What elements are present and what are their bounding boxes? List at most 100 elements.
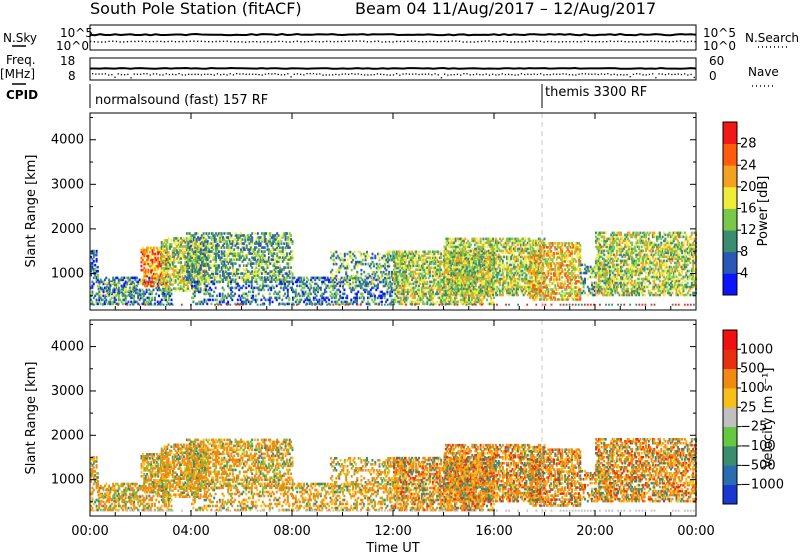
power-echo: [326, 278, 329, 282]
power-echo: [268, 296, 271, 300]
power-echo: [105, 293, 108, 297]
power-echo: [436, 272, 439, 276]
power-echo: [191, 286, 193, 290]
nave-point: [140, 73, 142, 75]
power-echo: [231, 268, 234, 271]
power-echo: [492, 237, 495, 241]
power-echo: [163, 251, 166, 254]
power-echo: [223, 254, 226, 257]
power-echo: [164, 251, 167, 254]
power-echo: [173, 239, 176, 242]
power-echo: [336, 288, 339, 292]
power-echo: [162, 280, 165, 284]
power-echo: [235, 272, 238, 275]
power-echo: [211, 298, 214, 302]
power-echo: [228, 286, 231, 290]
power-echo: [227, 268, 230, 271]
power-echo: [231, 298, 234, 302]
power-echo: [220, 238, 223, 241]
power-echo: [443, 271, 446, 275]
power-echo: [139, 289, 142, 293]
power-echo: [288, 252, 291, 255]
power-echo: [378, 262, 381, 266]
power-echo: [402, 266, 405, 270]
power-echo: [160, 241, 163, 244]
power-echo: [182, 239, 185, 242]
power-echo: [293, 290, 296, 294]
power-echo: [271, 300, 274, 304]
power-echo: [157, 258, 160, 262]
power-echo: [220, 246, 223, 249]
power-echo: [154, 256, 157, 260]
power-echo: [415, 282, 418, 286]
power-echo: [234, 292, 237, 296]
nave-point: [652, 73, 654, 75]
power-echo: [132, 287, 135, 291]
power-echo: [251, 278, 254, 281]
power-echo: [281, 302, 284, 306]
nave-point: [639, 73, 641, 75]
power-echo: [422, 258, 425, 262]
power-echo: [251, 256, 254, 259]
power-echo: [170, 259, 173, 262]
power-echo: [390, 290, 393, 294]
power-echo: [405, 278, 408, 282]
power-echo: [311, 280, 314, 284]
power-echo: [158, 294, 160, 298]
power-echo: [164, 287, 167, 290]
power-echo: [141, 282, 144, 286]
power-echo: [251, 276, 254, 279]
power-echo: [230, 272, 233, 275]
power-echo: [413, 296, 416, 300]
power-echo: [279, 282, 282, 286]
power-echo: [345, 276, 348, 280]
power-echo: [415, 262, 418, 266]
power-echo: [423, 292, 426, 296]
power-echo: [404, 282, 407, 286]
nave-point: [341, 73, 343, 75]
power-echo: [150, 284, 153, 288]
power-echo: [430, 262, 433, 266]
power-echo: [338, 280, 341, 284]
power-echo: [273, 252, 276, 255]
power-echo: [394, 284, 397, 288]
power-echo: [412, 258, 415, 262]
power-echo: [103, 286, 106, 290]
power-echo: [335, 256, 338, 260]
power-echo: [385, 258, 388, 262]
power-echo: [220, 298, 223, 302]
power-echo: [270, 236, 273, 239]
power-echo: [339, 296, 342, 300]
power-echo: [151, 246, 154, 250]
power-echo: [151, 260, 154, 264]
power-echo: [199, 248, 202, 251]
power-echo: [102, 298, 105, 302]
power-echo: [94, 267, 97, 271]
power-echo: [374, 256, 377, 260]
nave-point: [668, 73, 670, 75]
power-echo: [431, 300, 434, 304]
power-echo: [322, 276, 325, 280]
power-echo: [161, 272, 164, 276]
nave-point: [226, 74, 228, 76]
power-echo: [219, 236, 222, 239]
power-echo: [405, 282, 408, 286]
power-echo: [408, 280, 411, 284]
power-echo: [225, 296, 228, 300]
power-echo: [188, 262, 191, 265]
power-echo: [95, 280, 98, 284]
power-echo: [163, 263, 166, 266]
power-echo: [312, 298, 315, 302]
power-echo: [288, 258, 291, 261]
power-echo: [388, 258, 391, 262]
power-echo: [283, 232, 286, 235]
power-echo: [382, 278, 385, 282]
power-echo: [281, 246, 284, 249]
power-echo: [189, 237, 192, 240]
power-echo: [190, 240, 193, 243]
power-echo: [328, 278, 331, 282]
nave-point: [520, 73, 523, 75]
power-echo: [433, 256, 436, 260]
power-echo: [255, 280, 258, 283]
power-echo: [182, 283, 185, 286]
